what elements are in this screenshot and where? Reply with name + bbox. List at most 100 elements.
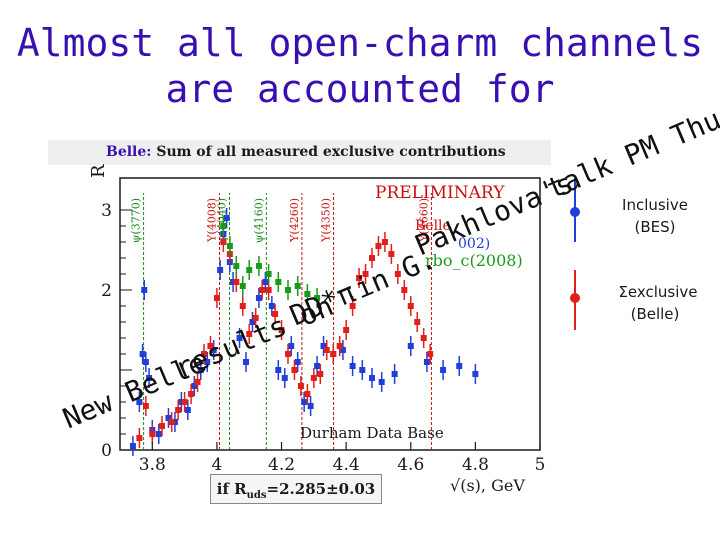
- data-point: [236, 335, 243, 341]
- data-point: [268, 303, 275, 309]
- data-point: [220, 239, 227, 245]
- legend-inclusive-line2: (BES): [634, 218, 676, 236]
- data-point: [281, 375, 288, 381]
- x-tick-label: 4.2: [268, 455, 295, 475]
- data-point: [223, 215, 230, 221]
- data-point: [359, 367, 366, 373]
- x-tick-label: 4.4: [333, 455, 360, 475]
- durham-partial-label: rbo_c(2008): [425, 251, 523, 270]
- data-point: [407, 303, 414, 309]
- data-point: [314, 363, 321, 369]
- data-point: [204, 359, 211, 365]
- data-point: [233, 279, 240, 285]
- data-point: [230, 279, 237, 285]
- data-point: [304, 391, 311, 397]
- x-tick-label: 5: [535, 455, 546, 475]
- data-point: [188, 391, 195, 397]
- data-point: [420, 335, 427, 341]
- data-point: [291, 367, 298, 373]
- data-point: [369, 255, 375, 261]
- data-point: [330, 351, 337, 357]
- data-point: [265, 287, 272, 293]
- data-point: [375, 243, 382, 249]
- y-tick-label: 2: [101, 281, 112, 301]
- data-point: [343, 327, 350, 333]
- slide-title-line2: are accounted for: [165, 67, 555, 111]
- data-point: [272, 311, 279, 317]
- plot-caption-text: Sum of all measured exclusive contributi…: [156, 144, 506, 160]
- data-point: [168, 419, 175, 425]
- data-point: [301, 399, 308, 405]
- data-point: [265, 271, 272, 277]
- y-tick-label: 3: [101, 201, 112, 221]
- resonance-label: Υ(4008): [206, 198, 219, 243]
- data-point: [275, 367, 282, 373]
- preliminary-label: PRELIMINARY: [375, 183, 505, 203]
- data-point: [181, 399, 188, 405]
- resonance-label: ψ(4160): [252, 198, 265, 243]
- data-point: [285, 351, 291, 357]
- data-point: [178, 399, 185, 405]
- r-uds-footnote: if Ruds=2.285±0.03: [210, 474, 382, 504]
- year-partial-label: 002): [458, 236, 490, 252]
- data-point: [142, 403, 149, 409]
- legend-inclusive-marker: [570, 207, 580, 217]
- data-point: [220, 223, 227, 229]
- data-point: [136, 435, 143, 441]
- data-point: [246, 331, 253, 337]
- data-point: [275, 279, 282, 285]
- legend-inclusive-line1: Inclusive: [622, 196, 688, 214]
- data-point: [427, 351, 434, 357]
- data-point: [297, 383, 304, 389]
- data-point: [423, 359, 430, 365]
- data-point: [407, 343, 414, 349]
- data-point: [378, 379, 385, 385]
- data-point: [262, 279, 269, 285]
- resonance-label: Υ(4260): [288, 198, 301, 243]
- x-tick-label: 3.8: [139, 455, 166, 475]
- data-point: [349, 363, 356, 369]
- data-point: [362, 271, 369, 277]
- data-point: [155, 431, 162, 437]
- data-point: [226, 243, 233, 249]
- data-point: [255, 263, 262, 269]
- data-point: [307, 403, 314, 409]
- data-point: [394, 271, 401, 277]
- resonance-label: Υ(4350): [320, 198, 333, 243]
- data-point: [294, 283, 301, 289]
- data-point: [141, 287, 148, 293]
- data-point: [255, 295, 262, 301]
- data-point: [349, 303, 356, 309]
- data-point: [336, 343, 343, 349]
- data-point: [285, 287, 291, 293]
- plot-caption-lead: Belle:: [106, 144, 152, 160]
- footnote-prefix: if R: [216, 480, 247, 498]
- belle-partial-label: Belle: [415, 218, 451, 234]
- footnote-suffix: =2.285±0.03: [266, 480, 376, 498]
- data-point: [201, 351, 207, 357]
- plot-frame: [119, 177, 541, 451]
- data-point: [310, 375, 317, 381]
- legend-exclusive-marker: [570, 293, 580, 303]
- data-point: [323, 347, 330, 353]
- data-point: [401, 287, 408, 293]
- data-point: [136, 399, 143, 405]
- data-point: [146, 375, 153, 381]
- data-point: [171, 419, 178, 425]
- resonance-label: ψ(3770): [130, 198, 143, 243]
- legend-exclusive-line2: (Belle): [630, 305, 680, 323]
- database-label: Durham Data Base: [300, 424, 444, 442]
- data-point: [246, 267, 253, 273]
- resonance-label: Υ(4660): [417, 198, 430, 243]
- data-point: [142, 359, 149, 365]
- data-point: [184, 407, 191, 413]
- data-point: [191, 383, 198, 389]
- data-point: [472, 371, 479, 377]
- data-point: [369, 375, 375, 381]
- data-point: [243, 359, 249, 365]
- plot-caption: Belle: Sum of all measured exclusive con…: [48, 140, 551, 165]
- data-point: [252, 315, 259, 321]
- data-point: [259, 287, 266, 293]
- data-point: [149, 431, 156, 437]
- data-point: [139, 351, 146, 357]
